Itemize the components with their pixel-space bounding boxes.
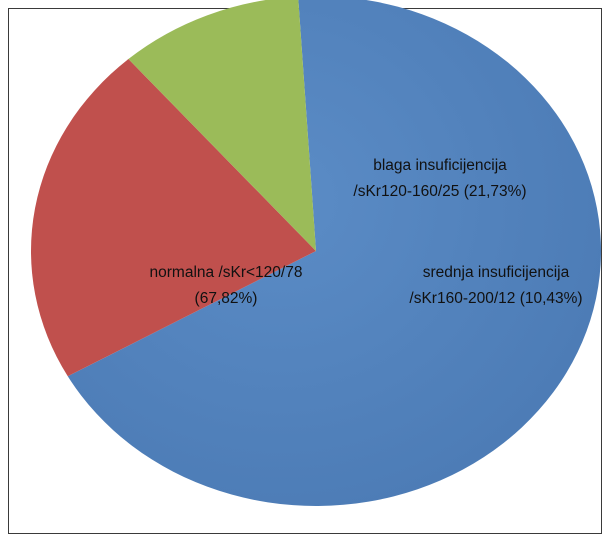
pie-slice-blaga (30, 59, 317, 377)
data-label-blaga-line2: /sKr120-160/25 (21,73%) (353, 183, 526, 200)
data-label-normalna-line2: (67,82%) (195, 290, 258, 307)
pie-slice-srednja (128, 0, 316, 251)
data-label-srednja-line1: srednja insuficijencija (423, 264, 570, 281)
pie-slice-normalna (67, 0, 601, 506)
data-label-srednja-line2: /sKr160-200/12 (10,43%) (409, 290, 582, 307)
data-label-normalna-line1: normalna /sKr<120/78 (150, 264, 303, 281)
data-label-blaga-line1: blaga insuficijencija (373, 157, 507, 174)
